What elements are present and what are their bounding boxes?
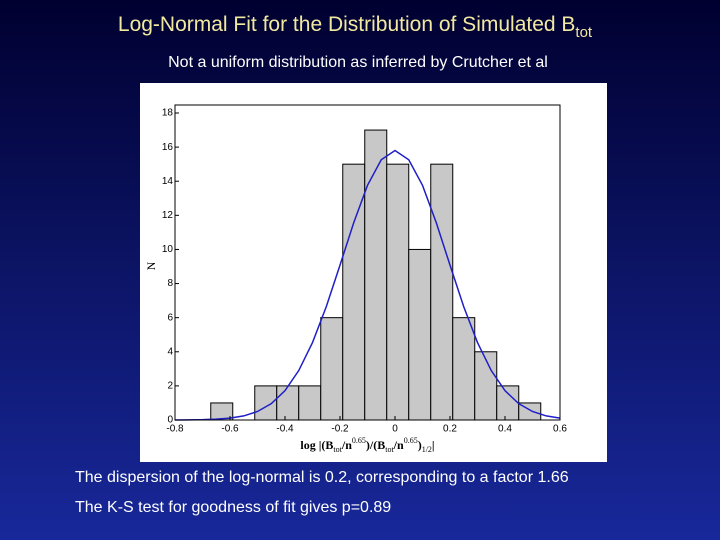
y-tick-label: 12 [162,210,174,221]
x-label-part: 0.65 [404,436,418,445]
bar [408,248,432,421]
x-label-part: /n [341,438,352,452]
x-label-part: )/(B [366,438,385,452]
y-tick-label: 14 [162,176,174,187]
note: The dispersion of the log-normal is 0.2,… [75,469,569,486]
title-sub: tot [575,24,593,41]
x-axis-label: log |(Btot/n0.65)/(Btot/n0.65)1/2| [300,436,434,454]
y-axis-label: N [144,261,158,270]
title-main: Log-Normal Fit for the Distribution of S… [118,13,576,36]
bar [320,317,344,421]
x-tick-label: -0.4 [276,424,294,435]
y-tick-label: 18 [162,108,174,119]
bar [298,385,322,421]
bar [364,129,388,421]
x-tick-label: 0.4 [498,424,512,435]
y-tick-label: 0 [167,415,173,426]
axes-frame [174,104,561,421]
x-label-part: 1/2 [422,445,432,454]
slide-title: Log-Normal Fit for the Distribution of S… [118,13,593,42]
bar [386,163,410,421]
y-tick-label: 16 [162,142,174,153]
x-label-part: tot [333,445,342,454]
bar [254,385,278,421]
x-label-part: tot [385,445,394,454]
x-tick-label: 0 [392,424,398,435]
x-label-part: ) [418,438,422,452]
y-tick-label: 10 [162,244,174,255]
y-tick-label: 6 [167,312,173,323]
x-tick-label: -0.8 [166,424,184,435]
x-tick-label: 0.6 [553,424,567,435]
x-tick-label: 0.2 [443,424,457,435]
x-tick-label: -0.2 [331,424,349,435]
x-label-part: | [432,438,435,452]
y-tick-label: 2 [167,381,173,392]
bar [474,351,498,421]
bar [430,163,454,421]
plot: 0 2 4 6 8 10 12 14 16 18 -0.8 -0.6 -0.4 -0.2 0 0.2 0.4 0.… [144,104,567,454]
x-label-part: /n [393,438,404,452]
subtitle: Not a uniform distribution as inferred b… [168,54,548,71]
y-tick-label: 8 [167,278,173,289]
fit-curve [174,149,561,421]
y-tick-label: 4 [167,346,173,357]
bar [276,385,300,421]
bar [496,385,520,421]
x-label-part: 0.65 [352,436,366,445]
x-tick-label: -0.6 [221,424,239,435]
x-label-part: log |(B [300,438,333,452]
note: The K-S test for goodness of fit gives p… [75,499,391,516]
bar [452,317,476,421]
